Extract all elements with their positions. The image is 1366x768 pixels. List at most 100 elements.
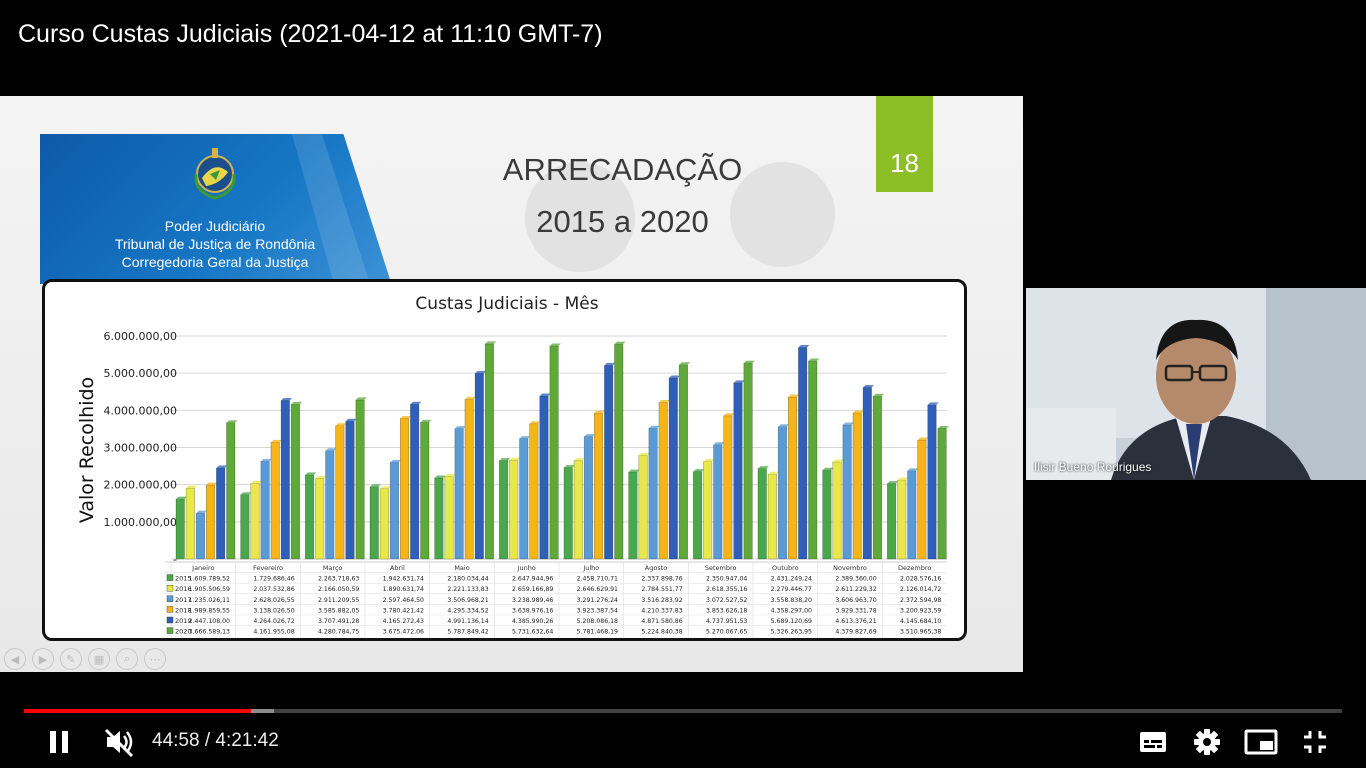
next-slide-icon[interactable]: ▶ xyxy=(32,648,54,670)
data-label: 3.929.331,78 xyxy=(835,607,876,614)
slide-heading-line2: 2015 a 2020 xyxy=(536,204,709,239)
data-label: 2.028.576,16 xyxy=(900,576,941,583)
bar-top-2017-11 xyxy=(907,468,919,471)
bar-2019-4 xyxy=(474,373,484,560)
data-label: 4.280.784,75 xyxy=(318,629,359,636)
more-options-icon[interactable]: ⋯ xyxy=(144,648,166,670)
x-tick-label: Fevereiro xyxy=(253,564,283,572)
bar-top-2015-0 xyxy=(176,496,187,500)
data-label: 1.609.789,52 xyxy=(189,576,230,583)
bar-2018-8 xyxy=(723,415,733,560)
bar-2017-0 xyxy=(195,512,205,560)
bar-2020-9 xyxy=(808,360,818,560)
data-label: 2.166.050,59 xyxy=(318,586,359,593)
x-tick-label: Novembro xyxy=(833,564,867,572)
x-tick-label: Agosto xyxy=(645,564,667,572)
subtitles-button[interactable] xyxy=(1136,726,1170,758)
fullscreen-button[interactable] xyxy=(1299,726,1331,758)
bar-top-2015-11 xyxy=(887,481,899,484)
bar-top-2020-7 xyxy=(679,362,691,365)
data-label: 4.295.334,52 xyxy=(447,607,488,614)
settings-button[interactable] xyxy=(1190,726,1224,758)
legend-entry-2019: 2019 xyxy=(175,617,192,625)
bar-2019-11 xyxy=(927,404,937,560)
bar-2017-5 xyxy=(519,438,529,560)
gear-icon xyxy=(1194,729,1220,755)
bar-2016-5 xyxy=(509,459,519,560)
data-label: 2.279.446,77 xyxy=(771,586,812,593)
data-label: 2.628.026,55 xyxy=(253,597,294,604)
data-label: 4.264.026,72 xyxy=(253,618,294,625)
bar-2018-1 xyxy=(270,442,280,560)
bar-chart: Custas Judiciais - Mês Valor Recolhido 6.0… xyxy=(76,294,949,638)
prev-slide-icon[interactable]: ◀ xyxy=(4,648,26,670)
bar-top-2017-10 xyxy=(842,422,854,425)
bar-2017-8 xyxy=(713,444,723,560)
bar-2020-11 xyxy=(937,428,947,560)
mute-button[interactable] xyxy=(100,726,138,758)
y-tick-label: 1.000.000,00 xyxy=(104,516,177,529)
bar-2020-0 xyxy=(226,422,236,560)
bar-top-2019-1 xyxy=(281,398,293,401)
bar-top-2017-8 xyxy=(713,442,725,445)
bar-2019-8 xyxy=(733,382,743,560)
bar-top-2016-0 xyxy=(186,485,198,489)
bar-2019-3 xyxy=(410,403,420,560)
bar-2017-4 xyxy=(454,428,464,560)
decor-circle xyxy=(730,162,835,267)
data-label: 1.235.026,11 xyxy=(189,597,230,604)
bar-top-2015-2 xyxy=(305,472,317,475)
subtitles-icon xyxy=(1140,732,1166,752)
data-label: 2.611.229,32 xyxy=(835,586,876,593)
x-tick-label: Março xyxy=(323,564,343,572)
bar-2015-1 xyxy=(240,494,250,560)
bar-top-2020-3 xyxy=(420,419,432,423)
data-label: 2.263.718,63 xyxy=(318,576,359,583)
volume-muted-icon xyxy=(104,728,134,757)
bar-2020-6 xyxy=(614,343,624,560)
legend-entry-2020: 2020 xyxy=(175,628,192,636)
data-label: 3.606.963,70 xyxy=(835,597,876,604)
bar-2018-10 xyxy=(852,412,862,560)
data-label: 2.458.710,71 xyxy=(577,576,618,583)
bar-top-2017-9 xyxy=(778,424,790,427)
data-label: 2.350.947,04 xyxy=(706,576,747,583)
bar-top-2019-0 xyxy=(216,465,228,469)
data-label: 2.597.464,50 xyxy=(383,597,424,604)
y-tick-label: 2.000.000,00 xyxy=(104,479,177,492)
data-label: 5.689.120,69 xyxy=(771,618,812,625)
bar-2020-8 xyxy=(743,362,753,560)
data-label: 4.145.684,10 xyxy=(900,618,941,625)
bar-2015-9 xyxy=(757,468,767,560)
data-label: 5.270.067,65 xyxy=(706,629,747,636)
bar-top-2015-1 xyxy=(240,492,252,495)
y-tick-label: 6.000.000,00 xyxy=(104,330,177,343)
data-label: 3.510.965,38 xyxy=(900,629,941,636)
bar-top-2018-10 xyxy=(852,410,864,413)
zoom-icon[interactable]: ⌕ xyxy=(116,648,138,670)
pen-icon[interactable]: ✎ xyxy=(60,648,82,670)
bar-2017-9 xyxy=(777,426,788,560)
bar-2019-6 xyxy=(604,365,614,560)
bar-top-2015-7 xyxy=(628,469,640,473)
data-label: 4.358.297,00 xyxy=(771,607,812,614)
data-label: 3.666.589,13 xyxy=(189,629,230,636)
bar-top-2019-8 xyxy=(733,380,745,383)
slide-heading-line1: ARRECADAÇÃO xyxy=(502,152,743,187)
progress-bar[interactable] xyxy=(24,709,1342,713)
bar-2016-10 xyxy=(832,461,842,560)
bar-top-2016-2 xyxy=(315,475,327,479)
video-frame-slide[interactable]: Poder Judiciário Tribunal de Justiça de … xyxy=(0,96,1023,672)
bar-2015-5 xyxy=(499,460,509,560)
data-label: 4.871.580,86 xyxy=(641,618,682,625)
bar-top-2017-3 xyxy=(390,459,402,463)
slides-grid-icon[interactable]: ▦ xyxy=(88,648,110,670)
play-pause-button[interactable] xyxy=(42,726,76,758)
bar-top-2016-4 xyxy=(444,473,456,477)
bar-top-2015-10 xyxy=(822,467,834,471)
bar-2015-6 xyxy=(563,467,573,560)
bar-top-2019-2 xyxy=(345,418,357,422)
bar-top-2018-11 xyxy=(917,437,929,441)
bar-top-2018-4 xyxy=(464,396,476,400)
miniplayer-button[interactable] xyxy=(1243,726,1279,758)
